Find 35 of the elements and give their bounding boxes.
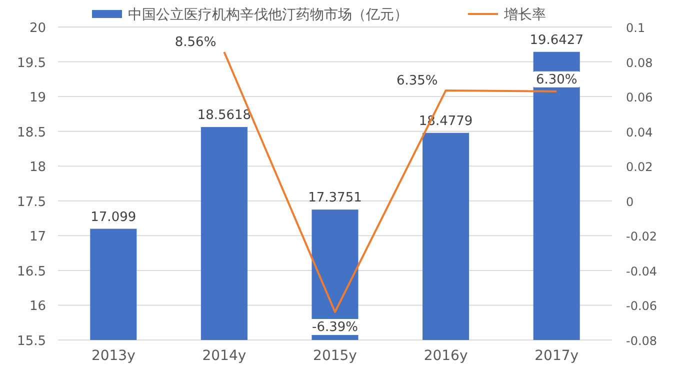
y-tick-label: 17.5	[17, 194, 46, 210]
y2-tick-label: -0.08	[626, 334, 658, 348]
y-tick-label: 16	[29, 299, 46, 314]
y2-tick-label: 0.06	[626, 90, 653, 105]
data-label: 17.3751	[308, 190, 362, 206]
y-tick-label: 19	[29, 90, 46, 106]
x-tick-label: 2017y	[534, 348, 579, 364]
y-tick-label: 19.5	[17, 56, 46, 71]
legend-label: 增长率	[503, 7, 546, 23]
data-label: -6.39%	[312, 320, 358, 336]
y2-tick-label: 0.1	[626, 21, 646, 35]
y2-tick-label: -0.02	[626, 230, 658, 244]
x-tick-label: 2014y	[202, 348, 246, 364]
y-tick-label: 18	[29, 160, 46, 176]
y2-tick-label: 0	[626, 194, 634, 209]
data-label: 18.5618	[197, 108, 252, 124]
y-tick-label: 16.5	[17, 264, 46, 280]
data-label: 6.30%	[536, 72, 578, 88]
y-tick-label: 15.5	[17, 334, 46, 349]
y2-tick-label: 0.08	[626, 56, 653, 70]
y-tick-label: 17	[29, 230, 46, 245]
y2-tick-label: 0.04	[626, 125, 653, 140]
data-label: 8.56%	[174, 35, 216, 50]
y2-tick-label: -0.04	[626, 264, 658, 278]
data-label: 19.6427	[530, 32, 584, 48]
y-tick-label: 18.5	[17, 125, 46, 140]
x-tick-label: 2016y	[424, 348, 468, 364]
data-label: 17.099	[90, 210, 136, 225]
x-tick-label: 2015y	[313, 348, 357, 364]
y2-tick-label: 0.02	[626, 160, 653, 174]
y2-tick-label: -0.06	[626, 299, 658, 314]
legend-label: 中国公立医疗机构辛伐他汀药物市场（亿元）	[128, 7, 408, 23]
y-tick-label: 20	[29, 21, 46, 36]
x-tick-label: 2013y	[91, 348, 136, 364]
data-label: 6.35%	[396, 73, 438, 88]
